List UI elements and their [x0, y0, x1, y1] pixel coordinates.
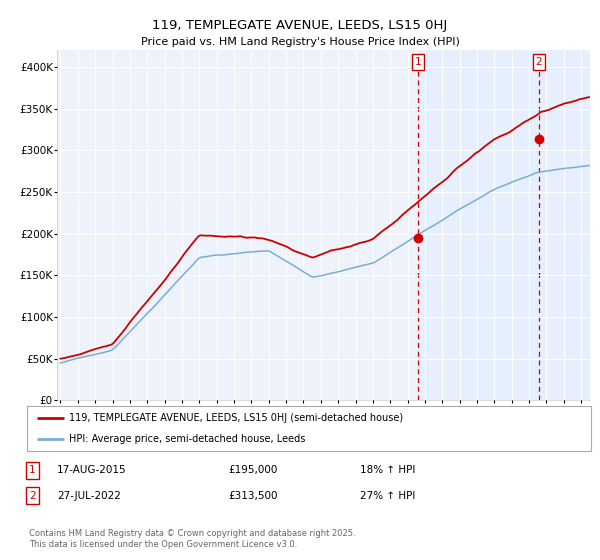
Text: 119, TEMPLEGATE AVENUE, LEEDS, LS15 0HJ: 119, TEMPLEGATE AVENUE, LEEDS, LS15 0HJ	[152, 18, 448, 32]
Text: 27-JUL-2022: 27-JUL-2022	[57, 491, 121, 501]
Text: 2: 2	[535, 57, 542, 67]
Text: 18% ↑ HPI: 18% ↑ HPI	[360, 465, 415, 475]
Text: Price paid vs. HM Land Registry's House Price Index (HPI): Price paid vs. HM Land Registry's House …	[140, 37, 460, 47]
Text: HPI: Average price, semi-detached house, Leeds: HPI: Average price, semi-detached house,…	[70, 433, 305, 444]
Text: Contains HM Land Registry data © Crown copyright and database right 2025.
This d: Contains HM Land Registry data © Crown c…	[29, 529, 355, 549]
Text: 1: 1	[415, 57, 422, 67]
Text: 1: 1	[29, 465, 35, 475]
Text: 27% ↑ HPI: 27% ↑ HPI	[360, 491, 415, 501]
Text: £313,500: £313,500	[228, 491, 277, 501]
Text: 17-AUG-2015: 17-AUG-2015	[57, 465, 127, 475]
Text: £195,000: £195,000	[228, 465, 277, 475]
Text: 2: 2	[29, 491, 35, 501]
Bar	[418, 50, 590, 400]
Text: 119, TEMPLEGATE AVENUE, LEEDS, LS15 0HJ (semi-detached house): 119, TEMPLEGATE AVENUE, LEEDS, LS15 0HJ …	[70, 413, 403, 423]
